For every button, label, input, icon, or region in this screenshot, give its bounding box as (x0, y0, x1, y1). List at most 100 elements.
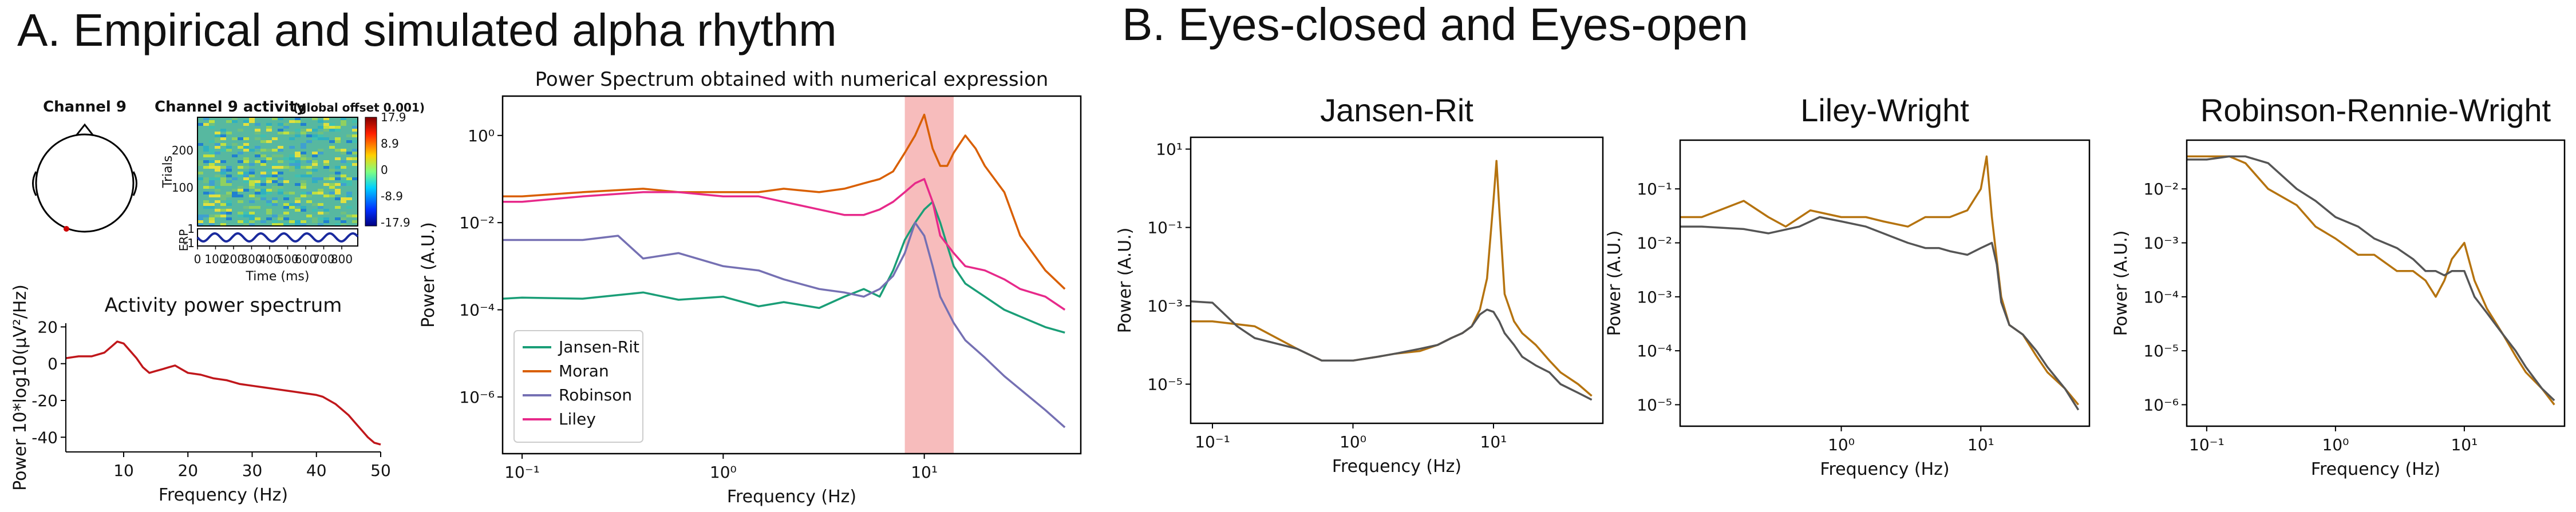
erpimage-cell (335, 197, 341, 200)
x-tick-label: 10⁰ (1828, 435, 1855, 454)
erpimage-cell (341, 174, 346, 177)
erpimage-cell (306, 166, 312, 169)
erpimage-cell (249, 215, 255, 217)
erpimage-cell (295, 174, 301, 177)
y-axis-label: Power (A.U.) (418, 222, 438, 328)
erpimage-cell (266, 174, 272, 177)
y-tick-label: 10⁻³ (1147, 297, 1183, 316)
erpimage-cell (312, 154, 318, 157)
erpimage-cell (215, 189, 220, 192)
erpimage-cell (335, 172, 341, 174)
erpimage-cell (260, 177, 266, 180)
erpimage-cell (295, 200, 301, 203)
erpimage-cell (226, 174, 232, 177)
activity-subtitle: (global offset 0.001) (293, 101, 425, 114)
erpimage-cell (203, 192, 209, 195)
channel-topoplot: Channel 9 (32, 98, 137, 233)
erpimage-cell (249, 117, 255, 120)
erpimage-cell (232, 143, 238, 146)
erpimage-cell (283, 223, 289, 226)
erpimage-cell (238, 189, 243, 192)
erpimage-cell (289, 160, 295, 163)
time-tick-label: 300 (240, 252, 262, 266)
erpimage-cell (335, 166, 341, 169)
robinson-rennie-wright-chart: Robinson-Rennie-Wright 10⁻¹ 10⁰ 10¹ 10⁻² 10⁻³… (2111, 92, 2566, 479)
erpimage-cell (255, 189, 260, 192)
chart-title: Power Spectrum obtained with numerical e… (535, 68, 1049, 91)
y-tick-label: 0 (48, 355, 58, 374)
erpimage-cell (266, 140, 272, 143)
erpimage-cell (295, 152, 301, 154)
erpimage-cell (209, 220, 215, 223)
erpimage-cell (295, 160, 301, 163)
erpimage-cell (323, 166, 329, 169)
electrode-marker (64, 226, 69, 232)
erpimage-cell (197, 160, 203, 163)
chart-title: Liley-Wright (1800, 92, 1969, 128)
colorbar-tick: 0 (381, 163, 388, 177)
erpimage-cell (301, 132, 306, 134)
erpimage-cell (226, 195, 232, 197)
erpimage-cell (352, 134, 358, 137)
erpimage-cell (260, 189, 266, 192)
erpimage-cell (278, 215, 283, 217)
erpimage-cell (260, 192, 266, 195)
erpimage-cell (278, 189, 283, 192)
colorbar-tick: -17.9 (381, 216, 410, 229)
erpimage-cell (243, 215, 249, 217)
chart-title: Robinson-Rennie-Wright (2200, 92, 2551, 128)
erpimage-cell (318, 217, 323, 220)
x-tick-label: 10⁻¹ (2189, 435, 2225, 454)
erpimage-cell (301, 183, 306, 186)
erpimage-cell (312, 160, 318, 163)
erpimage-cell (215, 166, 220, 169)
erpimage-cell (323, 220, 329, 223)
y-tick-label: 10⁻¹ (1147, 219, 1183, 237)
erpimage-cell (306, 129, 312, 132)
erpimage-cell (220, 215, 226, 217)
erpimage-cell (238, 137, 243, 140)
erpimage-cell (266, 203, 272, 206)
erpimage-cell (295, 166, 301, 169)
erpimage-cell (335, 183, 341, 186)
erpimage-cell (312, 209, 318, 212)
erpimage-cell (243, 206, 249, 209)
erpimage-cell (209, 160, 215, 163)
erpimage-cell (203, 206, 209, 209)
erpimage-cell (209, 149, 215, 152)
erpimage-cell (226, 120, 232, 123)
erpimage-cell (306, 140, 312, 143)
erpimage-cell (283, 212, 289, 215)
time-axis-label: Time (ms) (246, 269, 310, 284)
plot-frame (1679, 139, 2091, 427)
erpimage-cell (306, 157, 312, 160)
erpimage-cell (203, 200, 209, 203)
erpimage-cell (352, 220, 358, 223)
erpimage-cell (203, 123, 209, 126)
erpimage-cell (352, 149, 358, 152)
erpimage-cell (249, 169, 255, 172)
erpimage-cell (312, 220, 318, 223)
erpimage-cell (278, 177, 283, 180)
erpimage-cell (272, 149, 278, 152)
erpimage-cell (278, 129, 283, 132)
erpimage-cell (352, 140, 358, 143)
x-tick-label: 40 (306, 461, 327, 480)
erpimage-cell (272, 197, 278, 200)
erpimage-cell (255, 206, 260, 209)
erpimage-frame (197, 117, 358, 227)
erpimage-cell (249, 200, 255, 203)
erpimage-cell (295, 183, 301, 186)
erpimage-cell (266, 129, 272, 132)
erpimage-cell (255, 129, 260, 132)
erpimage-cell (346, 180, 352, 183)
erpimage-cell (278, 160, 283, 163)
erpimage-cell (203, 186, 209, 189)
erpimage-cell (220, 169, 226, 172)
erpimage-cell (209, 120, 215, 123)
erpimage-cell (209, 186, 215, 189)
erp-tick: 1 (187, 222, 195, 236)
x-tick-label: 10⁰ (1340, 432, 1366, 451)
erpimage-cell (278, 154, 283, 157)
erpimage-cell (209, 206, 215, 209)
